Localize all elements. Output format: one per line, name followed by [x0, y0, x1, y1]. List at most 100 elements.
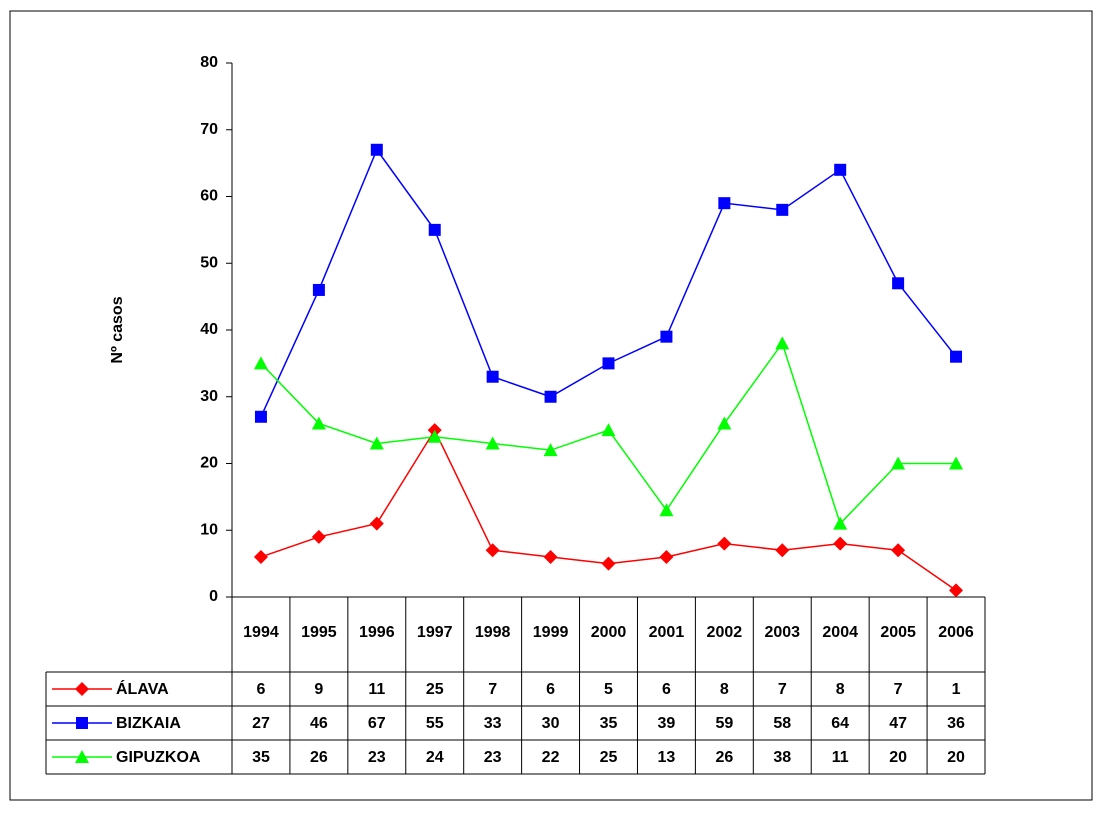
marker	[311, 529, 326, 544]
marker	[833, 516, 848, 530]
table-value: 26	[310, 749, 328, 766]
table-value: 20	[889, 749, 907, 766]
legend-label: BIZKAIA	[116, 715, 181, 732]
legend-marker	[75, 682, 89, 696]
marker	[543, 443, 558, 457]
marker	[717, 536, 732, 551]
table-value: 36	[947, 715, 965, 732]
marker	[660, 330, 673, 343]
table-value: 23	[368, 749, 386, 766]
marker	[544, 390, 557, 403]
table-value: 5	[604, 681, 613, 698]
marker	[486, 370, 499, 383]
table-value: 8	[836, 681, 845, 698]
marker	[659, 549, 674, 564]
marker	[718, 197, 731, 210]
marker	[776, 203, 789, 216]
table-value: 47	[889, 715, 907, 732]
legend-marker	[76, 717, 88, 729]
y-tick-label: 10	[200, 521, 218, 538]
table-value: 1	[952, 681, 961, 698]
table-value: 46	[310, 715, 328, 732]
x-tick-label: 2005	[880, 624, 916, 641]
table-value: 20	[947, 749, 965, 766]
table-value: 11	[368, 681, 385, 698]
x-tick-label: 1995	[301, 624, 337, 641]
table-value: 23	[484, 749, 502, 766]
legend-label: GIPUZKOA	[116, 749, 201, 766]
y-tick-label: 50	[200, 254, 218, 271]
table-value: 9	[314, 681, 323, 698]
marker	[427, 429, 442, 443]
y-tick-label: 0	[209, 588, 218, 605]
y-tick-label: 40	[200, 321, 218, 338]
table-value: 58	[773, 715, 791, 732]
marker	[833, 536, 848, 551]
marker	[311, 416, 326, 430]
x-tick-label: 1997	[417, 624, 453, 641]
x-tick-label: 1999	[533, 624, 569, 641]
table-value: 7	[778, 681, 787, 698]
marker	[601, 556, 616, 571]
x-tick-label: 2001	[649, 624, 685, 641]
marker	[834, 163, 847, 176]
legend-label: ÁLAVA	[116, 679, 169, 698]
marker	[485, 543, 500, 558]
table-value: 11	[832, 749, 849, 766]
y-axis-label: Nº casos	[109, 296, 126, 363]
table-value: 6	[546, 681, 555, 698]
y-tick-label: 80	[200, 54, 218, 71]
table-value: 35	[252, 749, 270, 766]
table-value: 6	[257, 681, 266, 698]
marker	[892, 277, 905, 290]
marker	[253, 549, 268, 564]
legend-marker	[75, 750, 89, 763]
x-tick-label: 2002	[707, 624, 743, 641]
table-value: 33	[484, 715, 502, 732]
table-value: 64	[831, 715, 849, 732]
x-tick-label: 1998	[475, 624, 511, 641]
table-value: 6	[662, 681, 671, 698]
table-value: 26	[715, 749, 733, 766]
x-tick-label: 1994	[243, 624, 279, 641]
table-value: 25	[600, 749, 618, 766]
marker	[485, 436, 500, 450]
table-value: 24	[426, 749, 444, 766]
marker	[253, 356, 268, 370]
marker	[717, 416, 732, 430]
marker	[891, 543, 906, 558]
table-value: 7	[488, 681, 497, 698]
table-value: 55	[426, 715, 444, 732]
marker	[369, 436, 384, 450]
marker	[370, 143, 383, 156]
y-tick-label: 30	[200, 388, 218, 405]
table-value: 35	[600, 715, 618, 732]
marker	[602, 357, 615, 370]
y-tick-label: 60	[200, 188, 218, 205]
chart-border	[9, 10, 1093, 801]
marker	[369, 516, 384, 531]
x-tick-label: 2000	[591, 624, 627, 641]
marker	[949, 583, 964, 598]
x-tick-label: 2003	[764, 624, 800, 641]
table-value: 22	[542, 749, 560, 766]
marker	[891, 456, 906, 470]
table-value: 27	[252, 715, 270, 732]
marker	[775, 336, 790, 350]
x-tick-label: 2006	[938, 624, 974, 641]
marker	[254, 410, 267, 423]
table-value: 8	[720, 681, 729, 698]
table-value: 13	[658, 749, 676, 766]
table-value: 25	[426, 681, 444, 698]
x-tick-label: 2004	[822, 624, 858, 641]
y-tick-label: 70	[200, 121, 218, 138]
x-tick-label: 1996	[359, 624, 395, 641]
table-value: 38	[773, 749, 791, 766]
marker	[543, 549, 558, 564]
y-tick-label: 20	[200, 455, 218, 472]
table-value: 7	[894, 681, 903, 698]
table-value: 39	[658, 715, 676, 732]
table-value: 59	[715, 715, 733, 732]
marker	[950, 350, 963, 363]
table-value: 67	[368, 715, 386, 732]
